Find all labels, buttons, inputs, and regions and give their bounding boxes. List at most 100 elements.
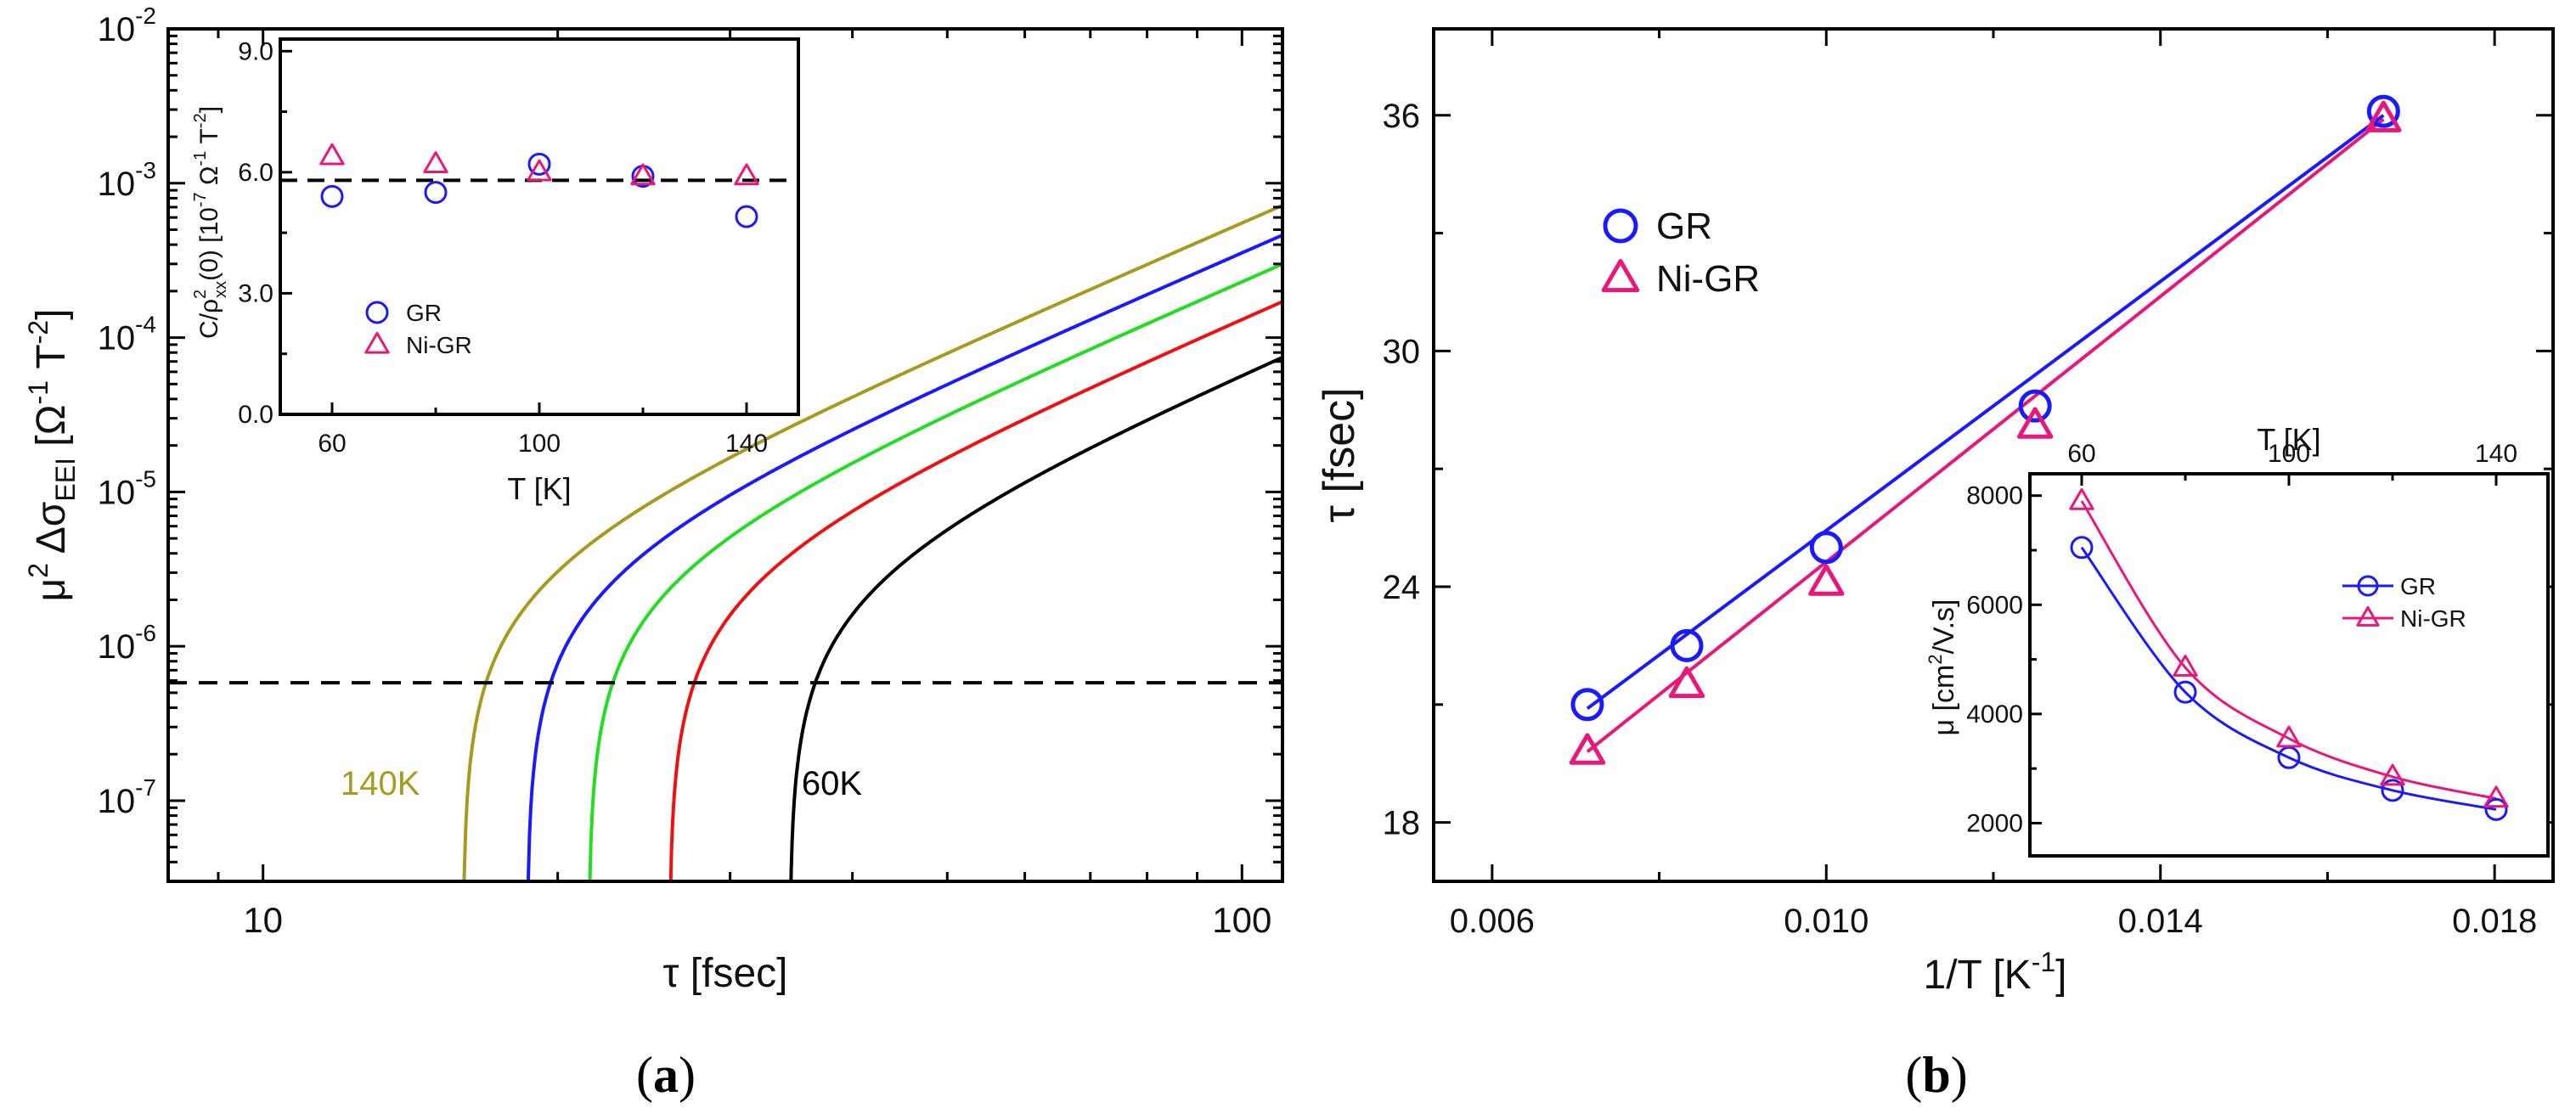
a-xtick-label: 100	[1212, 900, 1271, 940]
b-xtick-label: 0.014	[2118, 903, 2203, 940]
b-inset-point-Ni-GR	[2276, 725, 2302, 748]
panel-b-chart: 0.006 0.010 0.014 0.018 18 24 30 36 GR Ni-GR 1/T…	[1315, 27, 2555, 1103]
a-ytick-label: 10-6	[98, 620, 156, 666]
a-inset-point-GR	[527, 152, 551, 176]
a-ytick-label: 10-3	[98, 157, 156, 203]
a-ytick-label: 10-5	[98, 465, 156, 511]
b-main-ylabel: τ [fsec]	[1315, 387, 1364, 522]
b-inset-line-GR	[2080, 546, 2497, 811]
a-ytick-label: 10-2	[98, 3, 156, 48]
b-inset-xtick-label: 100	[2268, 440, 2310, 468]
b-xtick-label: 0.006	[1450, 903, 1535, 940]
b-inset-point-Ni-GR	[2483, 785, 2509, 808]
panel-a-caption: (a)	[636, 1047, 696, 1103]
a-inset-legend: GR Ni-GR	[364, 300, 472, 358]
b-inset-line-Ni-GR	[2080, 500, 2497, 800]
b-ytick-label: 24	[1383, 569, 1421, 606]
a-main-xlabel: τ [fsec]	[663, 951, 788, 996]
b-point-GR	[2366, 94, 2400, 128]
b-inset-legend-label-GR: GR	[2400, 573, 2436, 599]
b-point-Ni-GR	[1808, 564, 1845, 596]
a-inset-point-Ni-GR	[734, 163, 759, 186]
b-legend-marker-GR	[1603, 208, 1638, 244]
a-inset-chart: 60 100 140 0.0 3.0 6.0 9.0 GR Ni-GR T [K] C/ρ2 x…	[191, 37, 800, 506]
a-inset-point-Ni-GR	[423, 151, 448, 173]
b-fit-line-GR	[1586, 114, 2385, 711]
a-inset-point-GR	[320, 184, 344, 208]
b-inset-ytick-label: 6000	[1966, 591, 2023, 619]
b-inset-xtick-label: 140	[2475, 440, 2517, 468]
panel-b-caption: (b)	[1905, 1047, 1967, 1103]
a-inset-ytick-label: 0.0	[238, 401, 273, 429]
a-main-ticks: 10 100 10-7 10-6 10-5 10-4 10-3 10-2	[98, 3, 1282, 940]
a-series-line-100K	[588, 262, 1282, 881]
b-point-Ni-GR	[2016, 407, 2054, 439]
b-inset-ytick-label: 8000	[1966, 482, 2023, 510]
b-point-GR	[2018, 389, 2052, 423]
b-main-xlabel: 1/T [K-1]	[1924, 947, 2067, 998]
a-inset-point-Ni-GR	[527, 159, 552, 182]
a-series-line-60K	[789, 355, 1282, 881]
a-inset-point-GR	[735, 205, 758, 228]
a-inset-legend-label-GR: GR	[406, 300, 442, 326]
a-inset-ytick-label: 3.0	[238, 279, 273, 307]
a-main-ylabel: μ2 ΔσEEI [Ω-1 T-2]	[23, 309, 81, 602]
a-series-line-80K	[668, 300, 1282, 881]
b-inset-point-Ni-GR	[2173, 655, 2198, 677]
b-inset-background	[2030, 474, 2548, 856]
b-inset-point-Ni-GR	[2069, 487, 2094, 510]
b-inset-legend-marker-Ni-GR	[2356, 605, 2380, 627]
a-ytick-label: 10-4	[98, 312, 156, 357]
b-point-GR	[1670, 628, 1704, 662]
panel-a-chart: 10 100 10-7 10-6 10-5 10-4 10-3 10-2 140K 60K τ …	[23, 3, 1284, 1103]
b-fit-line-Ni-GR	[1586, 117, 2385, 753]
b-inset-point-GR	[2173, 680, 2197, 704]
b-point-GR	[1809, 531, 1843, 565]
b-point-Ni-GR	[1668, 666, 1705, 699]
b-main-marks	[1569, 94, 2402, 765]
b-inset-ticks: 60 100 140 2000 4000 6000 8000	[1966, 440, 2517, 837]
a-inset-xtick-label: 60	[318, 430, 346, 458]
a-inset-legend-label-Ni-GR: Ni-GR	[406, 332, 472, 358]
b-inset-ytick-label: 4000	[1966, 700, 2023, 729]
b-ytick-label: 30	[1383, 333, 1421, 370]
b-inset-point-GR	[2381, 779, 2404, 802]
a-inset-legend-marker-Ni-GR	[364, 331, 390, 354]
b-point-Ni-GR	[2365, 100, 2402, 132]
b-main-ticks: 0.006 0.010 0.014 0.018 18 24 30 36	[1383, 29, 2553, 940]
b-inset-point-GR	[2070, 536, 2094, 560]
a-inset-ytick-label: 9.0	[238, 37, 273, 65]
a-xtick-label: 10	[243, 900, 283, 940]
b-legend-label-GR: GR	[1656, 205, 1712, 247]
b-point-Ni-GR	[1569, 733, 1606, 765]
b-inset-legend: GR Ni-GR	[2342, 573, 2466, 632]
a-inset-ytick-label: 6.0	[238, 159, 273, 187]
b-legend-marker-Ni-GR	[1601, 258, 1640, 293]
a-main-series	[462, 203, 1282, 881]
a-ytick-label: 10-7	[98, 774, 156, 820]
b-xtick-label: 0.010	[1784, 903, 1869, 940]
b-inset-legend-label-Ni-GR: Ni-GR	[2400, 605, 2466, 632]
a-main-curve-labels: 140K 60K	[341, 765, 862, 802]
a-inset-point-GR	[424, 181, 448, 205]
a-inset-ticks: 60 100 140 0.0 3.0 6.0 9.0	[238, 37, 768, 458]
a-inset-point-Ni-GR	[319, 143, 345, 166]
b-inset-ytick-label: 2000	[1966, 809, 2023, 837]
b-point-GR	[1570, 688, 1604, 722]
a-inset-xtick-label: 140	[725, 430, 768, 458]
b-inset-marks	[2069, 487, 2509, 821]
a-inset-xtick-label: 100	[518, 430, 561, 458]
b-legend-label-Ni-GR: Ni-GR	[1656, 258, 1760, 300]
b-inset-ylabel: μ [cm2/V.s]	[1925, 599, 1960, 736]
a-curve-label-140K: 140K	[341, 765, 420, 802]
a-curve-label-60K: 60K	[802, 765, 862, 802]
b-inset-point-GR	[2484, 797, 2508, 821]
b-inset-xtick-label: 60	[2067, 440, 2095, 468]
a-inset-background	[280, 39, 798, 414]
b-inset-xlabel: T [K]	[2257, 422, 2320, 457]
b-inset-chart: 60 100 140 2000 4000 6000 8000 GR Ni-GR T [K] μ…	[1925, 422, 2550, 858]
b-xtick-label: 0.018	[2452, 903, 2537, 940]
a-main-frame	[166, 27, 1284, 883]
a-inset-marks	[319, 143, 759, 228]
